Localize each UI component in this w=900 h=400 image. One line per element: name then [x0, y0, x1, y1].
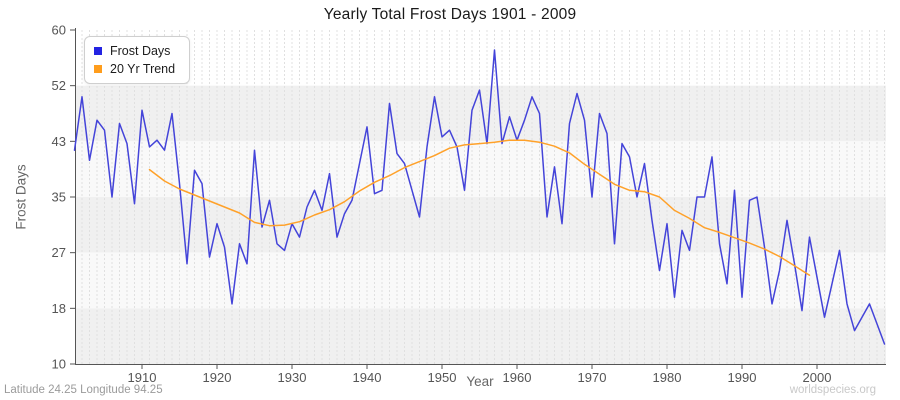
svg-text:43: 43	[52, 134, 66, 149]
svg-text:1920: 1920	[203, 370, 232, 385]
legend-box: Frost Days 20 Yr Trend	[84, 36, 191, 84]
legend-item-trend: 20 Yr Trend	[94, 60, 175, 78]
svg-text:52: 52	[52, 78, 66, 93]
svg-text:1940: 1940	[353, 370, 382, 385]
svg-text:27: 27	[52, 245, 66, 260]
y-axis-title: Frost Days	[13, 164, 29, 230]
svg-text:2000: 2000	[803, 370, 832, 385]
watermark: worldspecies.org	[789, 384, 876, 396]
svg-text:1980: 1980	[653, 370, 682, 385]
svg-text:1960: 1960	[503, 370, 532, 385]
svg-text:1910: 1910	[128, 370, 157, 385]
svg-text:1950: 1950	[428, 370, 457, 385]
frost-days-swatch-icon	[94, 47, 102, 55]
svg-text:1990: 1990	[728, 370, 757, 385]
svg-text:1970: 1970	[578, 370, 607, 385]
svg-text:1930: 1930	[278, 370, 307, 385]
svg-text:18: 18	[52, 301, 66, 316]
legend-label: Frost Days	[110, 44, 171, 58]
legend-label: 20 Yr Trend	[110, 62, 176, 76]
chart-title: Yearly Total Frost Days 1901 - 2009	[323, 6, 577, 23]
svg-text:35: 35	[52, 190, 66, 205]
svg-text:10: 10	[52, 357, 66, 372]
trend-swatch-icon	[94, 65, 102, 73]
legend-item-frost-days: Frost Days	[94, 42, 175, 60]
svg-text:60: 60	[52, 23, 66, 38]
x-axis-title: Year	[466, 374, 494, 389]
coordinates-label: Latitude 24.25 Longitude 94.25	[4, 384, 163, 396]
